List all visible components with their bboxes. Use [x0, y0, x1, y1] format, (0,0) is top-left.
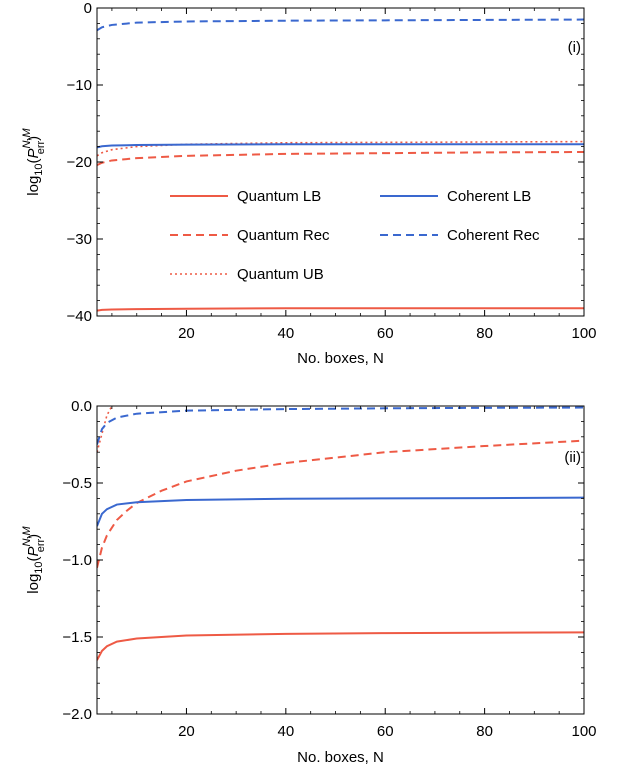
panel-tag: (ii): [564, 449, 581, 466]
series-line-quantum-rec: [97, 439, 584, 568]
x-axis-label: No. boxes, N: [297, 749, 384, 766]
y-tick-label: −10: [67, 77, 92, 94]
x-tick-label: 20: [178, 325, 195, 342]
y-tick-label: −0.5: [62, 475, 92, 492]
y-axis-label-part: err: [35, 538, 47, 552]
legend-label: Quantum LB: [237, 188, 321, 205]
legend-label: Quantum UB: [237, 266, 324, 283]
y-axis-label-part: (: [25, 556, 42, 561]
series-line-quantum-lb: [97, 307, 584, 312]
x-tick-label: 40: [277, 325, 294, 342]
y-axis-label-part: N,M: [21, 127, 33, 148]
series-line-coherent-rec: [97, 406, 584, 445]
y-axis-label-part: P: [25, 148, 42, 158]
y-axis-label: log10(PN,M err): [21, 127, 47, 195]
y-axis-label-part: 10: [33, 561, 45, 573]
legend-label: Quantum Rec: [237, 227, 330, 244]
panel-tag: (i): [568, 39, 581, 56]
y-tick-label: −30: [67, 231, 92, 248]
x-tick-label: 60: [377, 325, 394, 342]
y-axis-label-part: log: [25, 574, 42, 594]
chart-panel-ii: 20 40 60 80 100 0.0 −0.5 −1.0 −1.5 −2.0 No. boxes,…: [21, 398, 597, 766]
plot-frame: [96, 405, 585, 715]
y-axis-label-part: ): [25, 534, 42, 539]
x-tick-label: 80: [476, 325, 493, 342]
y-axis-label-part: err: [35, 140, 47, 154]
y-tick-label: 0: [84, 0, 92, 17]
x-tick-label: 100: [571, 325, 596, 342]
y-axis-label-part: 10: [33, 163, 45, 175]
y-tick-label: −1.0: [62, 552, 92, 569]
chart-panel-i: 20 40 60 80 100 0 −10 −20 −30 −40 No. boxes, N log1…: [21, 0, 597, 367]
y-axis-label-part: N,M: [21, 525, 33, 546]
series-line-quantum-rec: [97, 150, 584, 166]
series-line-coherent-rec: [97, 18, 584, 32]
x-tick-label: 100: [571, 723, 596, 740]
x-tick-label: 40: [277, 723, 294, 740]
legend-label: Coherent LB: [447, 188, 531, 205]
x-tick-label: 20: [178, 723, 195, 740]
legend: Quantum LB Quantum Rec Quantum UB Coherent …: [170, 188, 540, 283]
y-tick-label: −1.5: [62, 629, 92, 646]
plot-frame: [96, 7, 585, 317]
y-tick-label: −20: [67, 154, 92, 171]
y-tick-label: −40: [67, 308, 92, 325]
series-line-quantum-lb: [97, 631, 584, 661]
x-tick-label: 80: [476, 723, 493, 740]
y-axis-label: log10(PN,M err): [21, 525, 47, 593]
series-line-coherent-lb: [97, 143, 584, 149]
y-axis-label-part: ): [25, 136, 42, 141]
series-line-coherent-lb: [97, 496, 584, 527]
legend-label: Coherent Rec: [447, 227, 540, 244]
series-line-quantum-ub: [97, 405, 113, 453]
y-axis-label-part: log: [25, 176, 42, 196]
y-axis-label-part: P: [25, 546, 42, 556]
x-tick-label: 60: [377, 723, 394, 740]
y-axis-label-part: (: [25, 158, 42, 163]
y-tick-label: −2.0: [62, 706, 92, 723]
y-tick-label: 0.0: [71, 398, 92, 415]
x-axis-label: No. boxes, N: [297, 350, 384, 367]
